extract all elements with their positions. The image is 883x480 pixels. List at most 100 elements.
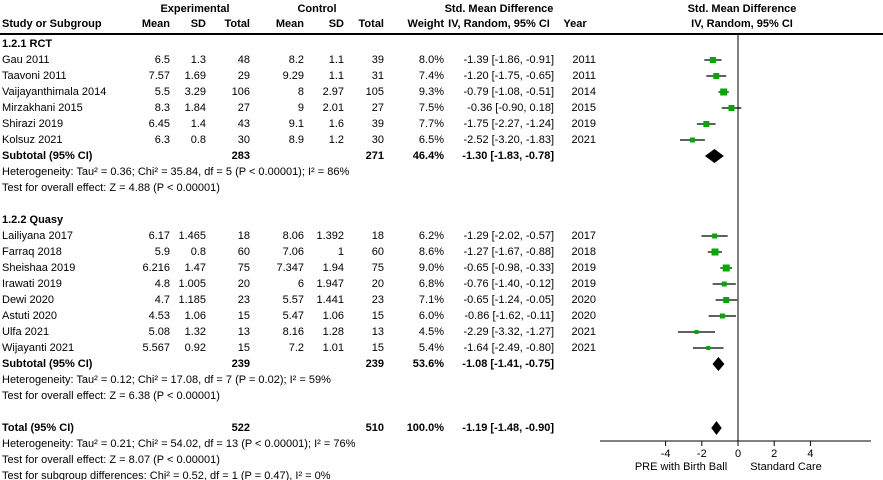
weight: 46.4% — [412, 150, 444, 162]
ctl-mean: 8 — [297, 86, 304, 98]
ctl-total: 60 — [371, 246, 384, 258]
ctl-sd: 1.6 — [328, 118, 344, 130]
ctl-total: 15 — [371, 310, 384, 322]
study-row: Gau 2011 6.5 1.3 48 8.2 1.1 39 8.0% -1.39 [-1.86… — [0, 52, 600, 68]
weight: 6.2% — [418, 230, 444, 242]
weight: 53.6% — [412, 358, 444, 370]
ctl-mean: 7.2 — [288, 342, 304, 354]
weight: 9.0% — [418, 262, 444, 274]
summary-label: Subtotal (95% CI) — [2, 150, 93, 162]
ctl-total: 27 — [371, 102, 384, 114]
ctl-total: 510 — [365, 422, 384, 434]
exp-sd: 1.4 — [190, 118, 206, 130]
study-name: Kolsuz 2021 — [2, 134, 63, 146]
col-ctl-total-header: Total — [358, 18, 384, 30]
smd-ci: -0.86 [-1.62, -0.11] — [464, 310, 554, 322]
ctl-sd: 1 — [337, 246, 344, 258]
weight: 8.6% — [418, 246, 444, 258]
empty — [304, 356, 344, 372]
empty — [138, 420, 170, 436]
study-table: 1.2.1 RCT Gau 2011 6.5 1.3 48 8.2 1.1 39 8.0% -1.… — [0, 36, 600, 480]
exp-mean: 5.5 — [154, 86, 170, 98]
favours-right-label: Standard Care — [750, 461, 822, 473]
empty — [250, 148, 304, 164]
plot-title: Std. Mean Difference — [687, 3, 797, 15]
ctl-sd: 1.01 — [322, 342, 344, 354]
ctl-total: 105 — [365, 86, 384, 98]
ctl-sd: 1.1 — [328, 70, 344, 82]
exp-mean: 8.3 — [154, 102, 170, 114]
effect-marker — [713, 73, 720, 79]
smd-ci: -0.36 [-0.90, 0.18] — [467, 102, 554, 114]
col-weight-header: Weight — [407, 18, 444, 30]
weight: 6.5% — [418, 134, 444, 146]
exp-mean: 4.8 — [154, 278, 170, 290]
exp-total: 13 — [237, 326, 250, 338]
exp-sd: 0.8 — [190, 134, 206, 146]
col-ci-header: IV, Random, 95% CI — [448, 18, 550, 30]
exp-sd: 0.92 — [184, 342, 206, 354]
col-ctl-sd-header: SD — [328, 18, 344, 30]
exp-total: 15 — [237, 342, 250, 354]
weight: 4.5% — [418, 326, 444, 338]
smd-ci: -0.76 [-1.40, -0.12] — [463, 278, 555, 290]
exp-total: 239 — [231, 358, 250, 370]
col-exp-total-header: Total — [224, 18, 250, 30]
exp-total: 29 — [237, 70, 250, 82]
weight: 5.4% — [418, 342, 444, 354]
ctl-total: 13 — [371, 326, 384, 338]
axis-tick-label: -2 — [697, 448, 707, 460]
exp-sd: 1.84 — [184, 102, 206, 114]
weight: 7.4% — [418, 70, 444, 82]
column-group-control: Control — [297, 3, 337, 15]
smd-ci: -0.65 [-1.24, -0.05] — [463, 294, 555, 306]
effect-marker — [703, 121, 710, 127]
exp-sd: 3.29 — [184, 86, 206, 98]
exp-mean: 6.45 — [148, 118, 170, 130]
ctl-total: 15 — [371, 342, 384, 354]
study-row: Kolsuz 2021 6.3 0.8 30 8.9 1.2 30 6.5% -2.52 [-3… — [0, 132, 600, 148]
ctl-sd: 1.2 — [328, 134, 344, 146]
exp-sd: 1.69 — [184, 70, 206, 82]
empty — [304, 420, 344, 436]
exp-mean: 5.567 — [142, 342, 170, 354]
stats-note: Heterogeneity: Tau² = 0.21; Chi² = 54.02… — [2, 438, 356, 450]
stats-note: Test for subgroup differences: Chi² = 0.… — [2, 470, 331, 480]
year: 2015 — [571, 102, 596, 114]
empty — [554, 148, 596, 164]
exp-sd: 1.005 — [178, 278, 206, 290]
ctl-mean: 8.9 — [288, 134, 304, 146]
weight: 7.7% — [418, 118, 444, 130]
plot-subtitle: IV, Random, 95% CI — [691, 18, 793, 30]
ctl-mean: 8.06 — [282, 230, 304, 242]
ctl-total: 30 — [371, 134, 384, 146]
study-row: Dewi 2020 4.7 1.185 23 5.57 1.441 23 7.1% -0.65 … — [0, 292, 600, 308]
ctl-sd: 2.97 — [322, 86, 344, 98]
effect-marker — [711, 248, 719, 256]
year: 2017 — [571, 230, 596, 242]
smd-ci: -0.79 [-1.08, -0.51] — [463, 86, 555, 98]
exp-sd: 1.185 — [178, 294, 206, 306]
ctl-sd: 1.392 — [316, 230, 344, 242]
ctl-total: 75 — [371, 262, 384, 274]
smd-ci: -1.39 [-1.86, -0.91] — [463, 54, 555, 66]
column-group-experimental: Experimental — [160, 3, 230, 15]
study-row: Ulfa 2021 5.08 1.32 13 8.16 1.28 13 4.5% -2.29 [… — [0, 324, 600, 340]
stats-note: Test for overall effect: Z = 8.07 (P < 0… — [2, 454, 220, 466]
effect-marker — [720, 88, 728, 96]
axis-tick-label: -4 — [661, 448, 671, 460]
ctl-sd: 2.01 — [322, 102, 344, 114]
year: 2020 — [571, 294, 596, 306]
study-name: Wijayanti 2021 — [2, 342, 75, 354]
exp-total: 27 — [237, 102, 250, 114]
ctl-total: 31 — [371, 70, 384, 82]
axis-tick-label: 0 — [735, 448, 741, 460]
study-row: Wijayanti 2021 5.567 0.92 15 7.2 1.01 15 5.4% -1… — [0, 340, 600, 356]
col-ctl-mean-header: Mean — [275, 18, 304, 30]
col-year-header: Year — [563, 18, 587, 30]
empty — [170, 420, 206, 436]
smd-ci: -1.64 [-2.49, -0.80] — [463, 342, 555, 354]
exp-mean: 6.3 — [154, 134, 170, 146]
ctl-total: 18 — [371, 230, 384, 242]
